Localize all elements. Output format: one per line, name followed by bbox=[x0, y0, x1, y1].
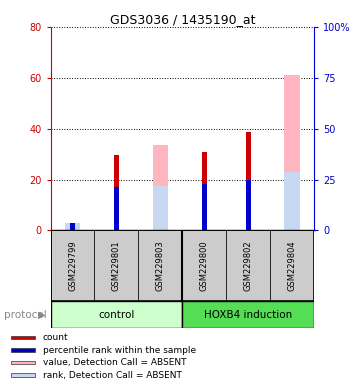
Bar bbox=[11, 361, 35, 364]
Bar bbox=[284, 75, 300, 230]
Text: GSM229804: GSM229804 bbox=[288, 241, 297, 291]
Text: percentile rank within the sample: percentile rank within the sample bbox=[43, 346, 196, 355]
Bar bbox=[153, 145, 168, 230]
Text: protocol: protocol bbox=[4, 310, 46, 320]
Text: value, Detection Call = ABSENT: value, Detection Call = ABSENT bbox=[43, 358, 186, 367]
Bar bbox=[138, 230, 182, 301]
Bar bbox=[182, 301, 314, 328]
Bar bbox=[245, 132, 251, 230]
Text: ▶: ▶ bbox=[38, 310, 45, 320]
Bar bbox=[202, 152, 207, 230]
Bar bbox=[202, 184, 207, 230]
Text: GSM229802: GSM229802 bbox=[244, 241, 253, 291]
Bar bbox=[114, 156, 119, 230]
Bar bbox=[245, 180, 251, 230]
Bar bbox=[95, 230, 138, 301]
Text: rank, Detection Call = ABSENT: rank, Detection Call = ABSENT bbox=[43, 371, 181, 380]
Bar bbox=[270, 230, 314, 301]
Bar bbox=[226, 230, 270, 301]
Bar bbox=[11, 336, 35, 339]
Bar bbox=[153, 185, 168, 230]
Bar bbox=[11, 373, 35, 377]
Bar bbox=[70, 227, 75, 230]
Bar bbox=[65, 223, 80, 230]
Text: GSM229800: GSM229800 bbox=[200, 241, 209, 291]
Text: count: count bbox=[43, 333, 68, 342]
Bar bbox=[182, 230, 226, 301]
Text: GSM229801: GSM229801 bbox=[112, 241, 121, 291]
Bar bbox=[114, 187, 119, 230]
Text: GSM229803: GSM229803 bbox=[156, 240, 165, 291]
Text: control: control bbox=[98, 310, 135, 320]
Bar bbox=[51, 230, 95, 301]
Text: GSM229799: GSM229799 bbox=[68, 241, 77, 291]
Text: HOXB4 induction: HOXB4 induction bbox=[204, 310, 292, 320]
Bar bbox=[284, 172, 300, 230]
Bar bbox=[11, 348, 35, 352]
Bar bbox=[51, 301, 182, 328]
Bar bbox=[70, 223, 75, 230]
Title: GDS3036 / 1435190_at: GDS3036 / 1435190_at bbox=[109, 13, 255, 26]
